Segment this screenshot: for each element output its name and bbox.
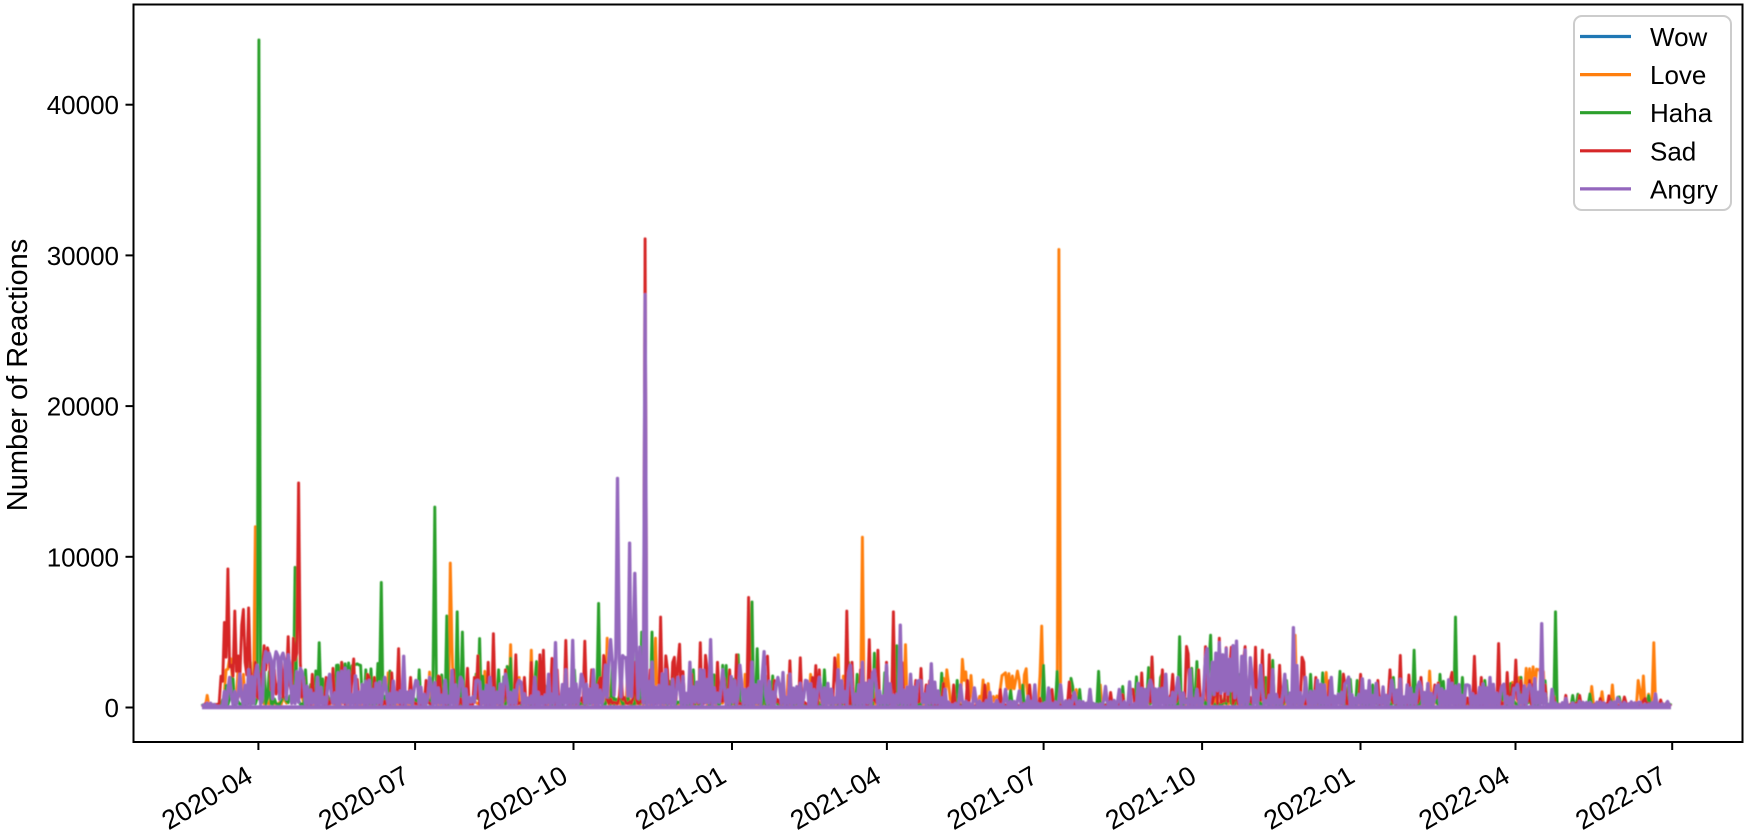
svg-text:0: 0 bbox=[105, 693, 119, 723]
svg-text:Haha: Haha bbox=[1650, 98, 1713, 128]
svg-text:10000: 10000 bbox=[47, 542, 119, 572]
svg-text:30000: 30000 bbox=[47, 241, 119, 271]
svg-text:Wow: Wow bbox=[1650, 22, 1708, 52]
svg-text:Sad: Sad bbox=[1650, 136, 1696, 166]
svg-text:20000: 20000 bbox=[47, 392, 119, 422]
svg-text:40000: 40000 bbox=[47, 90, 119, 120]
svg-text:Love: Love bbox=[1650, 60, 1706, 90]
svg-text:Number of Reactions: Number of Reactions bbox=[2, 239, 34, 511]
svg-text:Angry: Angry bbox=[1650, 174, 1718, 204]
